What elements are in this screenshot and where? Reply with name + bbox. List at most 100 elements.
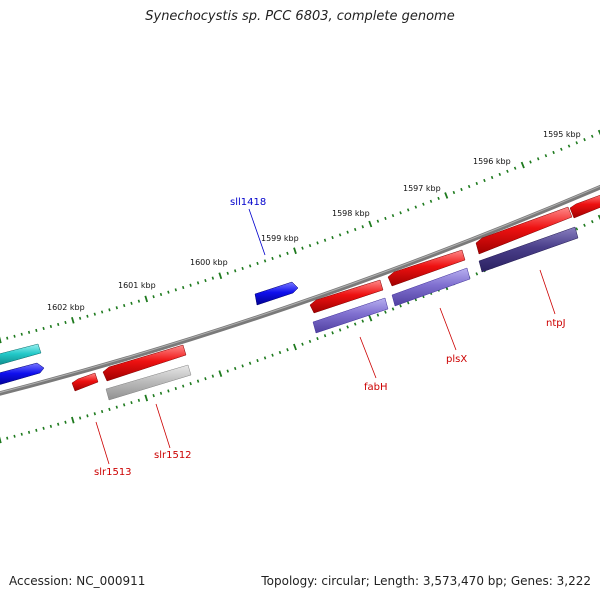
scale-tick xyxy=(159,391,163,395)
scale-tick xyxy=(100,409,104,414)
scale-tick xyxy=(376,219,380,223)
scale-tick xyxy=(361,319,365,323)
scale-tick xyxy=(71,416,75,424)
scale-tick xyxy=(316,241,319,245)
scale-tick xyxy=(498,172,502,176)
scale-tick xyxy=(93,312,96,316)
scale-label-1600: 1600 kbp xyxy=(190,258,228,267)
scale-tick xyxy=(368,314,373,322)
leader-slr1512 xyxy=(155,403,171,449)
scale-tick xyxy=(338,328,342,332)
scale-tick xyxy=(115,306,118,310)
scale-tick xyxy=(233,366,237,371)
scale-tick xyxy=(20,432,23,436)
scale-tick xyxy=(293,343,297,351)
scale-tick xyxy=(391,307,395,311)
scale-tick xyxy=(35,328,38,333)
scale-tick xyxy=(346,325,349,329)
scale-label-1602: 1602 kbp xyxy=(47,303,85,312)
scale-tick xyxy=(78,316,82,320)
scale-tick xyxy=(167,389,170,393)
scale-tick xyxy=(211,374,215,378)
scale-tick xyxy=(263,356,267,360)
scale-tick xyxy=(437,196,440,200)
cog-bar-ntpJ[interactable] xyxy=(478,226,579,273)
scale-tick xyxy=(513,166,517,170)
gene-right-edge[interactable] xyxy=(569,193,600,219)
scale-tick xyxy=(152,295,155,299)
scale-tick xyxy=(376,313,380,317)
scale-tick-track-inner xyxy=(0,214,600,444)
scale-tick xyxy=(57,322,60,327)
scale-tick xyxy=(152,394,155,398)
genome-backbone xyxy=(0,184,600,396)
scale-tick xyxy=(71,317,75,324)
scale-tick xyxy=(137,398,141,402)
scale-label-1598: 1598 kbp xyxy=(332,209,370,218)
scale-tick xyxy=(211,276,215,280)
scale-tick xyxy=(483,178,486,183)
scale-tick xyxy=(331,331,334,335)
scale-tick xyxy=(13,434,16,438)
gene-ntpJ[interactable] xyxy=(475,206,573,255)
gene-blue-left[interactable] xyxy=(0,362,45,386)
scale-tick xyxy=(0,436,2,444)
scale-tick xyxy=(361,225,364,229)
cog-bar-slr1512[interactable] xyxy=(105,364,192,401)
genome-info-text: Topology: circular; Length: 3,573,470 bp… xyxy=(261,574,591,588)
scale-tick xyxy=(86,414,89,418)
scale-tick xyxy=(64,420,67,424)
scale-tick xyxy=(286,251,289,255)
scale-tick xyxy=(204,278,207,283)
scale-tick xyxy=(144,394,149,402)
scale-tick xyxy=(346,230,349,234)
scale-tick xyxy=(353,227,357,232)
accession-text: Accession: NC_000911 xyxy=(9,574,146,588)
scale-tick xyxy=(196,281,200,285)
scale-tick xyxy=(406,208,410,212)
scale-tick xyxy=(353,322,357,326)
scale-tick xyxy=(552,150,555,155)
scale-tick xyxy=(452,190,456,195)
scale-tick xyxy=(575,227,579,231)
gene-slr1513[interactable] xyxy=(71,372,99,392)
scale-tick xyxy=(384,216,387,220)
scale-tick xyxy=(583,137,586,142)
scale-tick xyxy=(490,175,494,180)
scale-tick xyxy=(301,342,304,346)
scale-tick xyxy=(93,412,96,416)
scale-tick xyxy=(122,403,126,407)
scale-tick xyxy=(338,233,342,237)
scale-tick xyxy=(429,199,433,203)
scale-tick xyxy=(49,424,53,428)
gene-fabH[interactable] xyxy=(309,279,384,314)
scale-tick xyxy=(6,336,9,340)
scale-tick xyxy=(475,181,479,186)
gene-sll1418[interactable] xyxy=(254,281,299,306)
scale-tick xyxy=(189,382,192,386)
scale-tick xyxy=(414,205,418,209)
scale-tick xyxy=(475,272,479,276)
scale-tick xyxy=(278,350,282,355)
scale-tick xyxy=(218,370,223,377)
scale-tick xyxy=(308,243,312,248)
scale-tick xyxy=(159,292,163,297)
scale-tick xyxy=(174,386,177,391)
scale-tick xyxy=(64,320,67,325)
scale-tick xyxy=(597,214,600,221)
scale-tick xyxy=(13,334,16,338)
scale-tick xyxy=(35,428,38,432)
scale-tick xyxy=(316,337,319,341)
cog-bar-fabH[interactable] xyxy=(312,297,389,334)
scale-tick xyxy=(368,220,373,228)
gene-cyan-left[interactable] xyxy=(0,343,42,366)
scale-tick xyxy=(301,246,304,250)
scale-tick xyxy=(293,247,297,255)
gene-slr1512[interactable] xyxy=(102,344,187,382)
scale-tick xyxy=(174,288,177,292)
cog-bar-plsX[interactable] xyxy=(391,267,471,307)
scale-label-1601: 1601 kbp xyxy=(118,281,156,290)
scale-tick xyxy=(108,308,111,312)
gene-plsX[interactable] xyxy=(387,249,466,287)
